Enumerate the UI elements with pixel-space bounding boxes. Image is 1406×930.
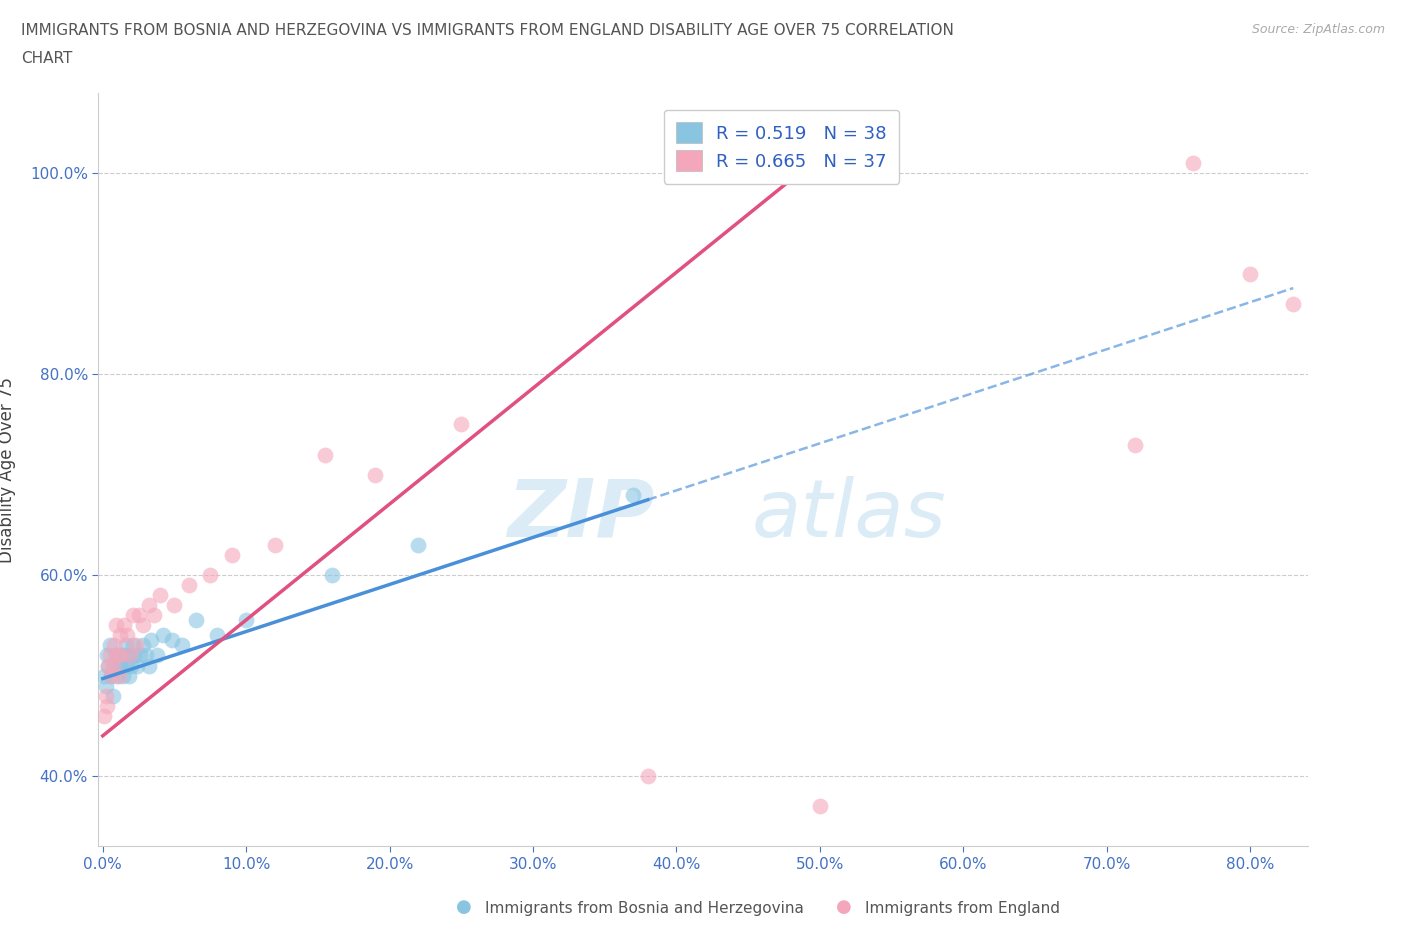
Point (1282, 297, 1305, 312)
Text: IMMIGRANTS FROM BOSNIA AND HERZEGOVINA VS IMMIGRANTS FROM ENGLAND DISABILITY AGE: IMMIGRANTS FROM BOSNIA AND HERZEGOVINA V… (21, 23, 953, 38)
Point (235, 613, 257, 628)
Point (108, 628, 131, 643)
Point (105, 668, 128, 683)
Point (115, 628, 138, 643)
Point (124, 648, 146, 663)
Point (135, 648, 157, 663)
Point (637, 768, 659, 783)
Point (200, 567, 222, 582)
Point (160, 633, 183, 648)
Point (121, 608, 143, 623)
Point (321, 567, 343, 582)
Point (125, 638, 148, 653)
Point (121, 638, 143, 653)
Point (143, 608, 166, 623)
Point (112, 648, 135, 663)
Point (107, 658, 129, 673)
Point (110, 648, 132, 663)
Point (94, 678, 117, 693)
Point (127, 658, 149, 673)
Point (108, 648, 131, 663)
Point (1125, 437, 1147, 452)
Point (96, 698, 118, 713)
Point (364, 467, 387, 482)
Point (132, 638, 155, 653)
Point (163, 598, 186, 613)
Point (129, 648, 152, 663)
Text: atlas: atlas (751, 476, 946, 554)
Point (101, 658, 124, 673)
Point (97, 658, 120, 673)
Point (111, 668, 134, 683)
Point (114, 638, 136, 653)
Point (104, 648, 127, 663)
Point (101, 688, 124, 703)
Text: Immigrants from Bosnia and Herzegovina: Immigrants from Bosnia and Herzegovina (485, 901, 804, 916)
Point (263, 538, 285, 552)
Point (93, 668, 115, 683)
Point (138, 598, 160, 613)
Point (221, 548, 243, 563)
Point (100, 668, 122, 683)
Point (149, 588, 172, 603)
Point (1181, 156, 1204, 171)
Point (103, 638, 125, 653)
Point (141, 633, 163, 648)
Text: Source: ZipAtlas.com: Source: ZipAtlas.com (1251, 23, 1385, 36)
Point (118, 648, 141, 663)
Point (406, 538, 429, 552)
Point (177, 578, 200, 592)
Point (314, 447, 336, 462)
Point (115, 658, 138, 673)
Point (117, 668, 139, 683)
Point (132, 618, 155, 632)
Point (184, 613, 207, 628)
Point (118, 648, 141, 663)
Point (98, 638, 121, 653)
Point (138, 658, 160, 673)
Point (808, 799, 831, 814)
Text: ●: ● (835, 898, 852, 916)
Point (100, 668, 122, 683)
Point (98, 648, 121, 663)
Text: Immigrants from England: Immigrants from England (865, 901, 1060, 916)
Point (170, 638, 193, 653)
Legend: R = 0.519   N = 38, R = 0.665   N = 37: R = 0.519 N = 38, R = 0.665 N = 37 (664, 110, 900, 184)
Point (128, 608, 150, 623)
Point (1239, 266, 1261, 281)
Point (104, 618, 127, 632)
Point (120, 658, 142, 673)
Point (94, 688, 117, 703)
Point (110, 658, 132, 673)
Point (450, 417, 472, 432)
Point (96, 648, 118, 663)
Point (623, 487, 645, 502)
Point (97, 658, 120, 673)
Point (93, 709, 115, 724)
Point (105, 648, 128, 663)
Point (103, 658, 125, 673)
Y-axis label: Disability Age Over 75: Disability Age Over 75 (0, 377, 15, 563)
Text: CHART: CHART (21, 51, 73, 66)
Point (107, 668, 129, 683)
Point (152, 628, 174, 643)
Text: ZIP: ZIP (508, 476, 655, 554)
Point (146, 648, 169, 663)
Point (112, 618, 135, 632)
Point (207, 628, 229, 643)
Text: ●: ● (456, 898, 472, 916)
